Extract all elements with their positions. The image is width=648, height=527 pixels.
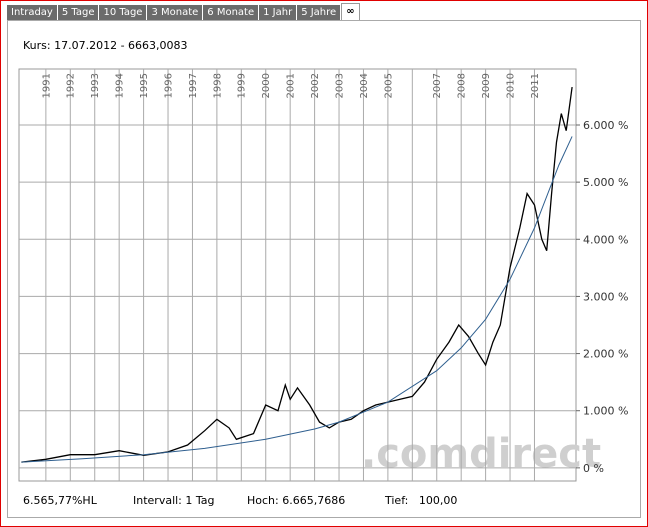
tab[interactable]: 3 Monate bbox=[147, 5, 203, 20]
y-tick-label: 1.000 % bbox=[583, 405, 628, 418]
x-tick-label: 2005 bbox=[383, 73, 394, 98]
tab-bar: Intraday 5 Tage 10 Tage 3 Monate 6 Monat… bbox=[7, 3, 361, 21]
x-tick-label: 1999 bbox=[237, 73, 248, 98]
y-tick-label: 6.000 % bbox=[583, 119, 628, 132]
y-tick-label: 2.000 % bbox=[583, 348, 628, 361]
footer-hoch: Hoch: 6.665,7686 bbox=[247, 494, 345, 507]
x-tick-label: 1996 bbox=[163, 73, 174, 98]
x-tick-label: 2001 bbox=[286, 73, 297, 98]
y-tick-label: 0 % bbox=[583, 462, 604, 475]
tab[interactable]: 10 Tage bbox=[99, 5, 147, 20]
x-tick-label: 1992 bbox=[66, 73, 77, 98]
x-tick-label: 1998 bbox=[212, 73, 223, 98]
x-tick-label: 2004 bbox=[359, 73, 370, 98]
footer-tief: Tief: 100,00 bbox=[384, 494, 457, 507]
x-tick-label: 2003 bbox=[334, 73, 345, 98]
y-tick-label: 4.000 % bbox=[583, 233, 628, 246]
x-tick-label: 2002 bbox=[310, 73, 321, 98]
x-tick-label: 1991 bbox=[41, 73, 52, 98]
x-tick-label: 2008 bbox=[457, 73, 468, 98]
y-tick-label: 5.000 % bbox=[583, 176, 628, 189]
tab[interactable]: Intraday bbox=[7, 5, 57, 20]
tab[interactable]: 1 Jahr bbox=[259, 5, 297, 20]
x-tick-label: 2009 bbox=[481, 73, 492, 98]
series-line bbox=[21, 87, 573, 463]
footer-interval: Intervall: 1 Tag bbox=[133, 494, 215, 507]
kurs: Kurs: 17.07.2012 - 6663,0083 bbox=[23, 39, 188, 52]
x-tick-label: 1997 bbox=[188, 73, 199, 98]
x-tick-label: 2010 bbox=[505, 73, 516, 98]
tab[interactable]: 5 Tage bbox=[57, 5, 99, 20]
x-tick-label: 2011 bbox=[530, 73, 541, 98]
tab[interactable]: ∞ bbox=[341, 3, 360, 21]
series-line bbox=[21, 136, 573, 463]
plot-frame bbox=[18, 68, 577, 482]
watermark: .comdirect bbox=[361, 431, 601, 477]
x-tick-label: 2000 bbox=[261, 73, 272, 98]
y-tick-label: 3.000 % bbox=[583, 290, 628, 303]
tab[interactable]: 6 Monate bbox=[203, 5, 259, 20]
footer-hl: 6.565,77%HL bbox=[23, 494, 98, 507]
x-tick-label: 2007 bbox=[432, 73, 443, 98]
tab[interactable]: 5 Jahre bbox=[297, 5, 341, 20]
chart-box bbox=[7, 20, 641, 518]
x-tick-label: 1994 bbox=[115, 73, 126, 98]
x-tick-label: 1993 bbox=[90, 73, 101, 98]
x-tick-label: 1995 bbox=[139, 73, 150, 98]
